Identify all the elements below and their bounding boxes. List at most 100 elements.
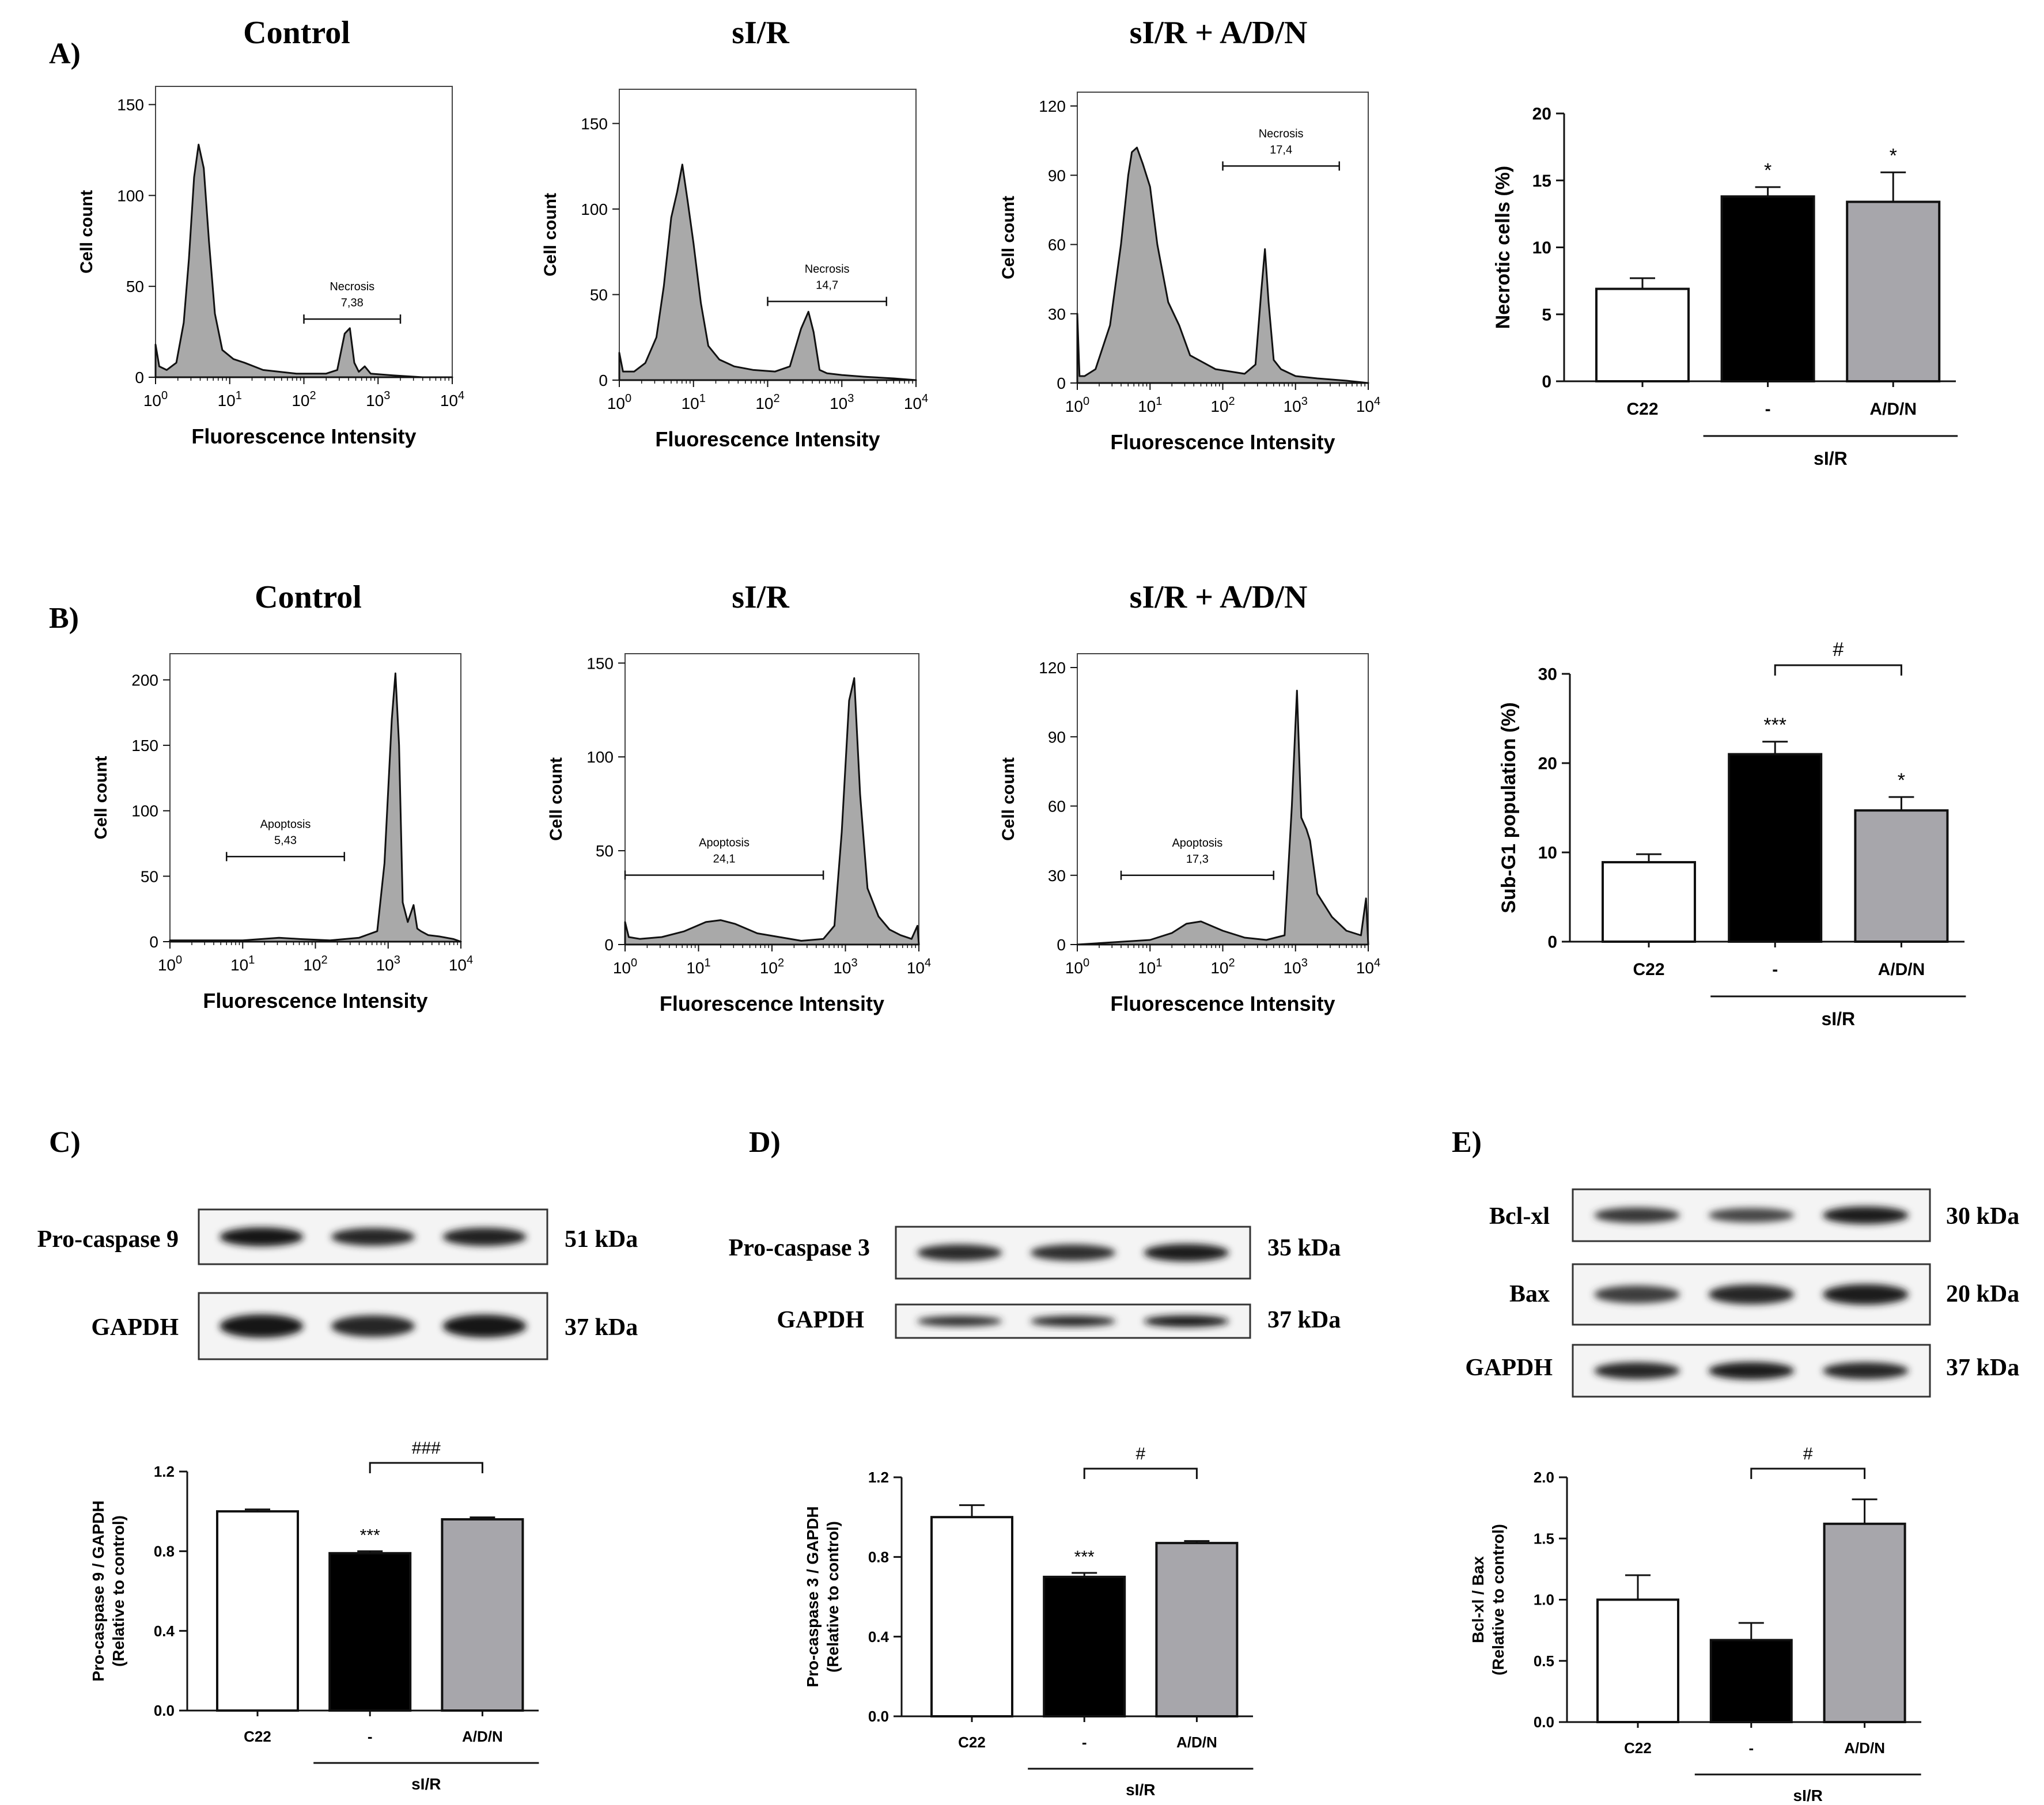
histogram-A-sir: 0 50 100 150 100 101 102 103 104 Fluorescence Int… xyxy=(541,89,928,451)
bar xyxy=(1854,809,1949,943)
y-tick-label: 50 xyxy=(141,867,158,885)
blot-label-bax: Bax xyxy=(1509,1281,1550,1307)
bar xyxy=(1595,287,1690,383)
y-tick-label: 0 xyxy=(604,936,614,954)
x-tick-label: 102 xyxy=(1210,957,1235,977)
y-axis-label-2: (Relative to control) xyxy=(1489,1524,1507,1675)
y-axis-label: Cell count xyxy=(541,193,560,276)
group-label: sI/R xyxy=(1814,448,1848,469)
y-tick-label: 0.0 xyxy=(1534,1713,1554,1731)
bar xyxy=(1043,1575,1126,1718)
y-tick-label: 0 xyxy=(149,933,158,951)
y-axis-label: Cell count xyxy=(92,756,111,839)
panel-letter-B: B) xyxy=(49,602,79,635)
y-axis-label: Pro-caspase 3 / GAPDH xyxy=(804,1506,822,1687)
gate-label: Necrosis xyxy=(1259,127,1304,140)
title-A-sir: sI/R xyxy=(732,15,789,51)
y-tick-label: 200 xyxy=(131,671,158,689)
panel-letter-C: C) xyxy=(49,1126,81,1159)
x-axis-label: Fluorescence Intensity xyxy=(660,992,884,1015)
panel-letter-E: E) xyxy=(1452,1126,1482,1159)
x-tick-label: 103 xyxy=(366,389,390,409)
y-tick-label: 5 xyxy=(1542,305,1551,324)
x-tick-label: 102 xyxy=(303,954,327,974)
y-tick-label: 0.8 xyxy=(154,1542,175,1560)
y-tick-label: 0 xyxy=(1542,373,1551,392)
bracket-label: # xyxy=(1135,1444,1145,1463)
x-tick-label: 104 xyxy=(1356,395,1380,415)
blot-band xyxy=(1823,1206,1909,1224)
x-axis-label: Fluorescence Intensity xyxy=(1110,992,1335,1015)
bar-chart-pro-caspase-9: 0.0 0.4 0.8 1.2 C22 *** - A/D/N sI/R ### Pro-caspa… xyxy=(89,1439,539,1793)
y-tick-label: 15 xyxy=(1532,172,1551,191)
blot-band xyxy=(1030,1244,1116,1261)
x-tick-label: 101 xyxy=(1138,395,1162,415)
blot-band xyxy=(442,1227,527,1246)
x-tick-label: 101 xyxy=(230,954,255,974)
significance-bracket xyxy=(1083,1467,1198,1479)
x-tick-label: 101 xyxy=(682,392,706,412)
category-label: C22 xyxy=(1633,960,1664,979)
blot-band xyxy=(917,1244,1002,1261)
blot-band xyxy=(1144,1315,1229,1328)
y-tick-label: 1.2 xyxy=(868,1469,889,1486)
title-A-control: Control xyxy=(243,15,350,51)
blot-band xyxy=(1708,1208,1795,1223)
x-tick-label: 101 xyxy=(1138,957,1162,977)
y-tick-label: 120 xyxy=(1039,97,1066,115)
y-tick-label: 60 xyxy=(1048,236,1066,254)
blot-kda-37-E: 37 kDa xyxy=(1946,1355,2019,1381)
x-tick-label: 101 xyxy=(686,957,710,977)
y-tick-label: 150 xyxy=(117,96,144,114)
category-label: A/D/N xyxy=(1844,1739,1885,1757)
western-blot-D xyxy=(895,1226,1251,1339)
category-label: C22 xyxy=(244,1728,271,1745)
y-tick-label: 30 xyxy=(1538,665,1557,684)
category-label: - xyxy=(1765,400,1771,419)
gate-label: Apoptosis xyxy=(699,836,750,849)
y-tick-label: 2.0 xyxy=(1534,1469,1554,1486)
western-blot-E xyxy=(1572,1188,1931,1398)
y-axis-label: Necrotic cells (%) xyxy=(1492,166,1514,329)
histogram-area xyxy=(169,672,462,943)
x-tick-label: 102 xyxy=(760,957,784,977)
x-axis-label: Fluorescence Intensity xyxy=(191,424,416,448)
histogram-A-sir-adn: 0 30 60 90 120 100 101 102 103 104 Fluorescence In… xyxy=(999,92,1380,454)
blot-kda-35: 35 kDa xyxy=(1267,1235,1341,1261)
blot-band xyxy=(1594,1362,1680,1379)
title-B-sir: sI/R xyxy=(732,579,789,615)
bar xyxy=(1720,195,1815,382)
y-axis-label: Cell count xyxy=(999,757,1018,841)
blot-band xyxy=(1708,1284,1795,1305)
y-tick-label: 100 xyxy=(131,802,158,820)
gate-value: 17,4 xyxy=(1270,143,1292,156)
title-B-sir-adn: sI/R + A/D/N xyxy=(1130,579,1308,615)
panel-letter-A: A) xyxy=(49,37,81,70)
title-B-control: Control xyxy=(255,579,362,615)
bar xyxy=(1846,200,1941,382)
bar xyxy=(328,1552,412,1712)
y-axis-label: Pro-caspase 9 / GAPDH xyxy=(89,1500,107,1681)
y-tick-label: 30 xyxy=(1048,867,1066,885)
blot-kda-20: 20 kDa xyxy=(1946,1281,2019,1307)
gate-value: 24,1 xyxy=(713,852,736,865)
y-tick-label: 50 xyxy=(126,278,144,295)
gate-value: 17,3 xyxy=(1186,853,1209,866)
bar xyxy=(1155,1542,1239,1717)
y-tick-label: 150 xyxy=(581,115,608,132)
y-axis-label: Cell count xyxy=(999,196,1018,279)
y-tick-label: 1.5 xyxy=(1534,1530,1554,1547)
y-tick-label: 10 xyxy=(1538,844,1557,863)
blot-label-gapdh-C: GAPDH xyxy=(91,1314,179,1341)
histogram-area xyxy=(1076,146,1369,384)
bracket-label: # xyxy=(1803,1444,1813,1463)
x-tick-label: 104 xyxy=(1356,957,1380,977)
gate-label: Apoptosis xyxy=(260,818,311,831)
blot-label-gapdh-D: GAPDH xyxy=(777,1307,864,1333)
significance-marker: * xyxy=(1898,769,1905,791)
bar-chart-necrotic-cells: 0 5 10 15 20 C22 * - * A/D/N sI/R Necrotic cells (%… xyxy=(1492,105,1958,469)
category-label: C22 xyxy=(958,1734,986,1751)
x-tick-label: 104 xyxy=(449,954,473,974)
gate-value: 5,43 xyxy=(274,834,297,847)
histogram-area xyxy=(154,143,453,378)
